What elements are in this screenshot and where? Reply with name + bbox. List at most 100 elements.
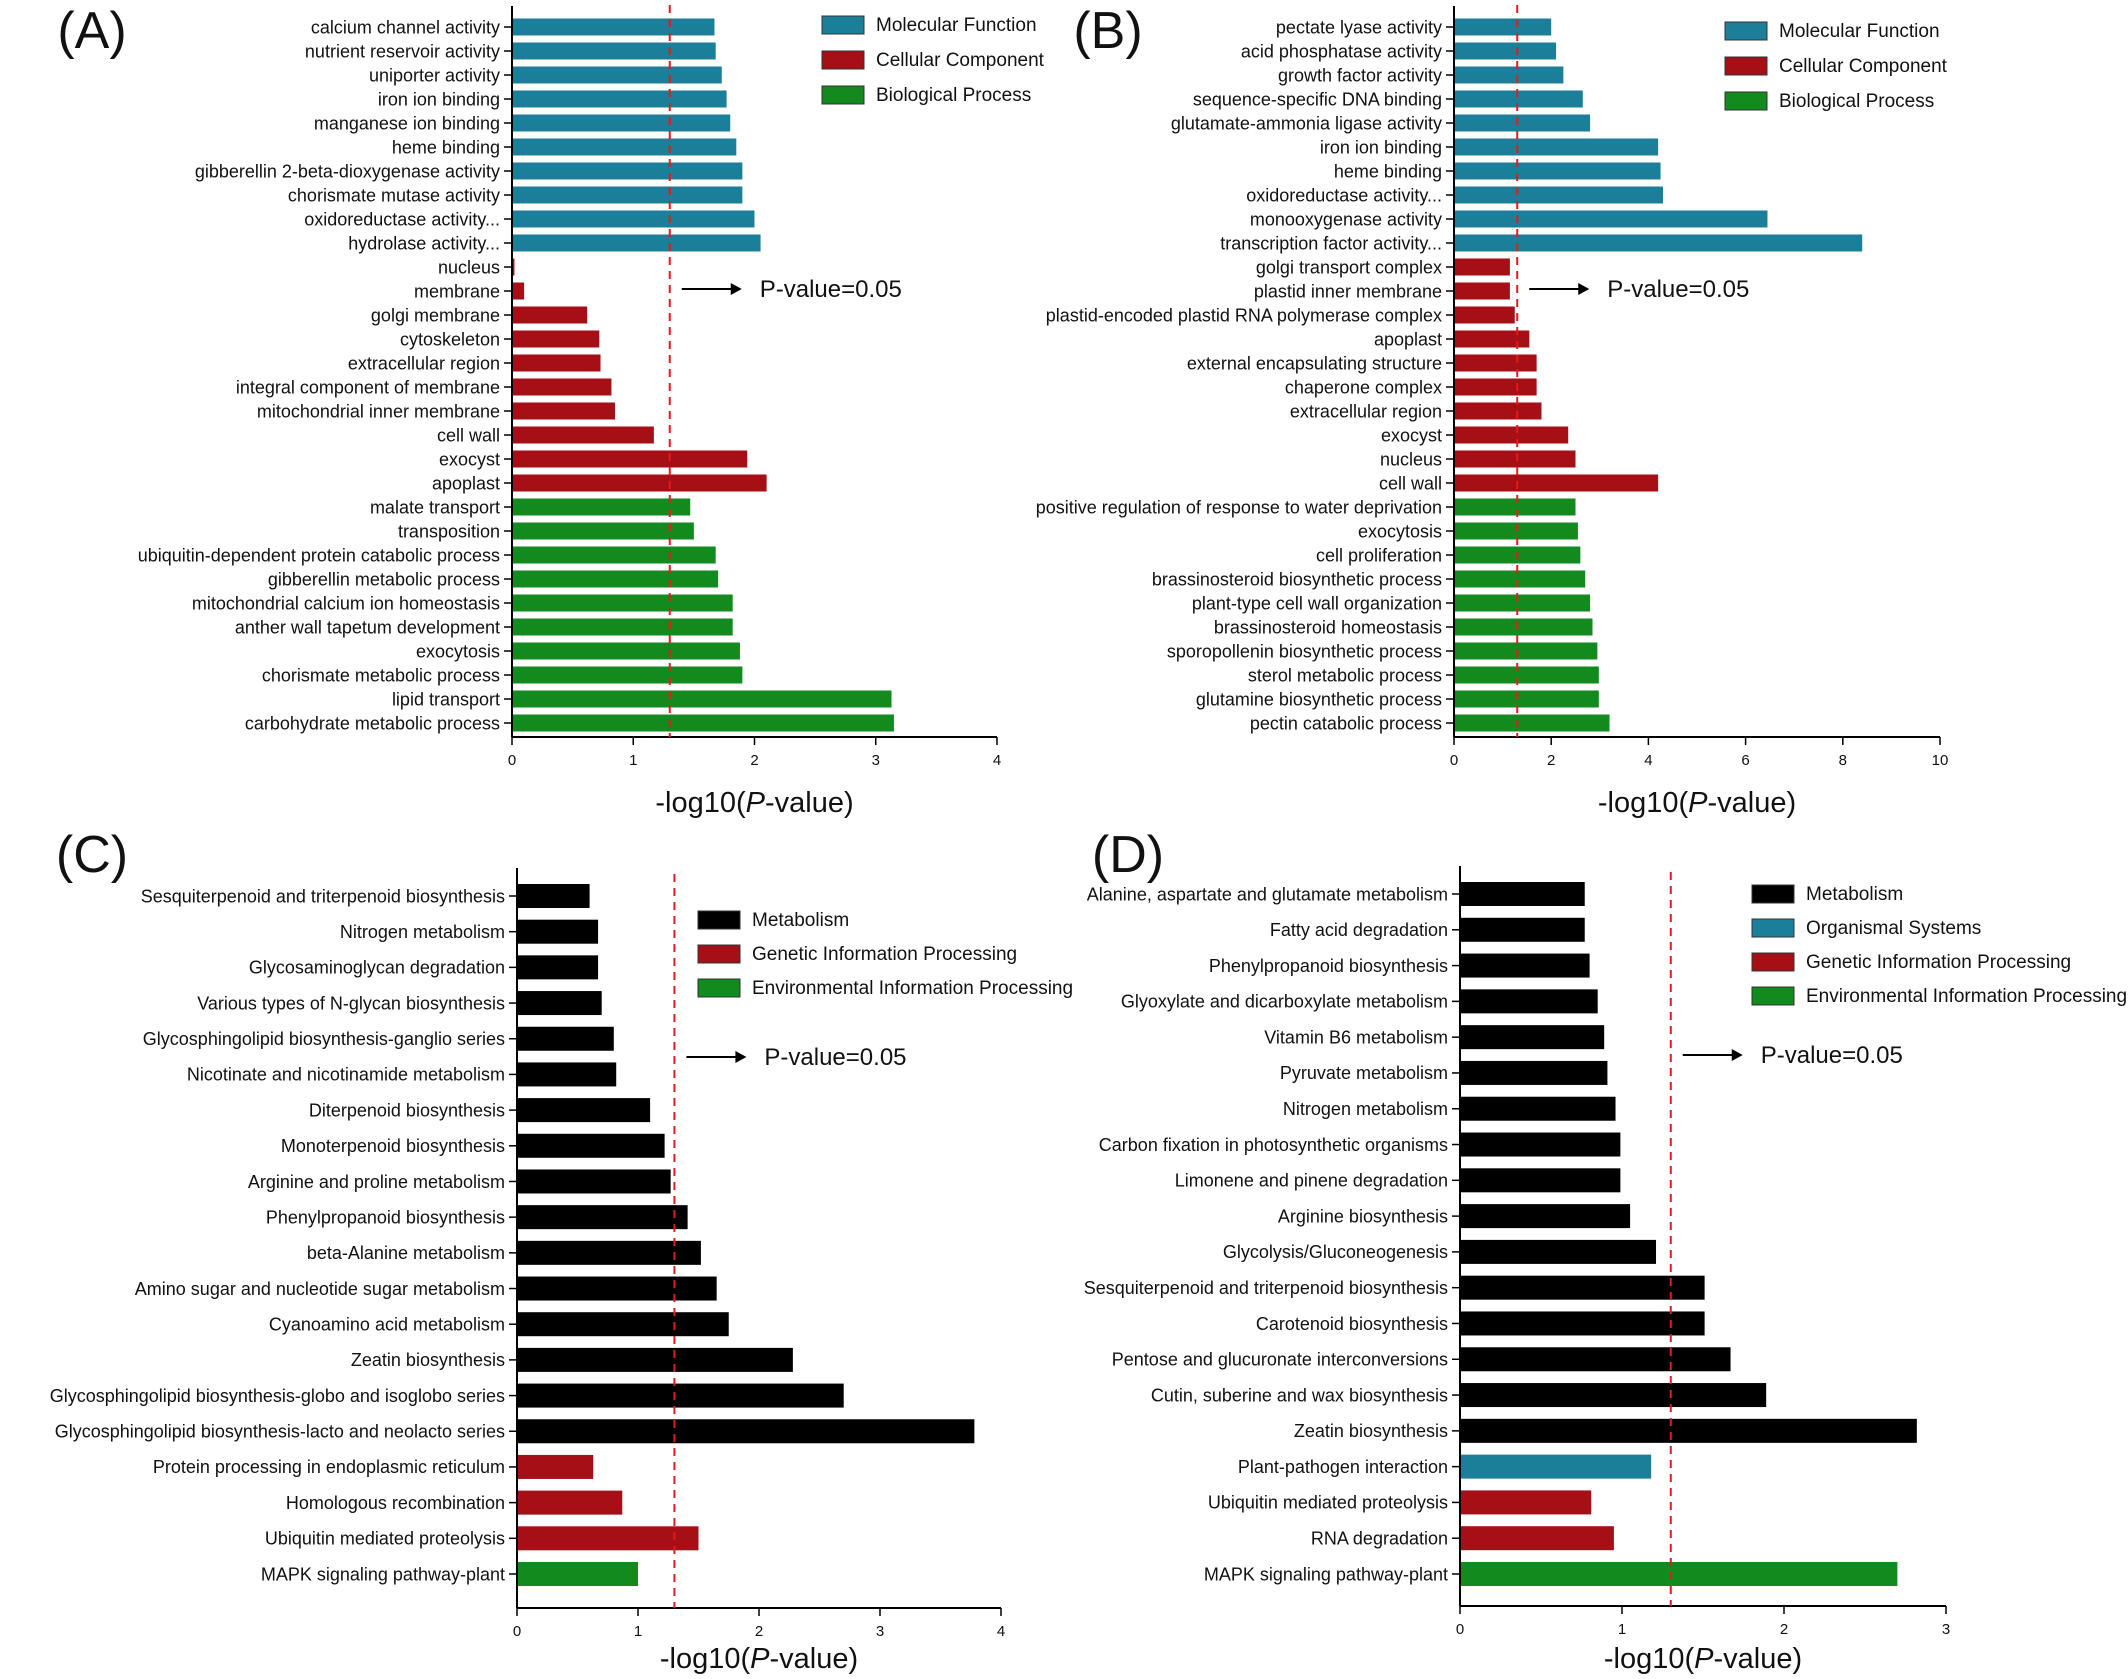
- x-axis-title-b: -log10(P-value): [1598, 787, 1796, 819]
- legend-label-c-1: Genetic Information Processing: [752, 944, 1017, 965]
- category-label-a-16: mitochondrial inner membrane: [257, 401, 500, 421]
- legend-swatch-a-2: [821, 85, 865, 105]
- bar-b-14: [1454, 354, 1537, 372]
- bar-d-1: [1460, 917, 1585, 942]
- category-label-d-11: Sesquiterpenoid and triterpenoid biosynt…: [1084, 1278, 1448, 1298]
- bar-d-5: [1460, 1060, 1608, 1085]
- category-label-b-3: sequence-specific DNA binding: [1193, 89, 1442, 109]
- category-label-a-29: carbohydrate metabolic process: [245, 713, 500, 733]
- x-axis-title-part-d-2: -value): [1713, 1643, 1802, 1675]
- category-label-d-1: Fatty acid degradation: [1270, 920, 1448, 940]
- bar-b-26: [1454, 642, 1598, 660]
- x-axis-title-d: -log10(P-value): [1604, 1643, 1802, 1675]
- panel-c: (C) Sesquiterpenoid and triterpenoid bios…: [50, 826, 1073, 1675]
- bar-d-4: [1460, 1025, 1605, 1050]
- category-label-b-11: plastid inner membrane: [1254, 281, 1442, 301]
- category-label-b-27: sterol metabolic process: [1248, 665, 1442, 685]
- bar-b-12: [1454, 306, 1515, 324]
- bar-a-2: [512, 66, 722, 84]
- bar-a-7: [512, 186, 743, 204]
- bar-c-6: [517, 1098, 651, 1123]
- bar-d-18: [1460, 1526, 1614, 1551]
- legend-swatch-d-2: [1751, 952, 1795, 972]
- category-label-b-23: brassinosteroid biosynthetic process: [1152, 569, 1442, 589]
- bar-a-27: [512, 666, 743, 684]
- category-label-a-7: chorismate mutase activity: [288, 185, 500, 205]
- bar-c-7: [517, 1133, 665, 1158]
- category-label-d-6: Nitrogen metabolism: [1283, 1099, 1448, 1119]
- bar-c-2: [517, 955, 599, 980]
- category-label-c-18: Ubiquitin mediated proteolysis: [265, 1529, 505, 1549]
- category-label-c-2: Glycosaminoglycan degradation: [249, 958, 505, 978]
- category-label-a-14: extracellular region: [348, 353, 500, 373]
- category-label-a-22: ubiquitin-dependent protein catabolic pr…: [138, 545, 500, 565]
- category-label-c-9: Phenylpropanoid biosynthesis: [266, 1207, 505, 1227]
- bar-a-1: [512, 42, 716, 60]
- category-label-d-17: Ubiquitin mediated proteolysis: [1208, 1493, 1448, 1513]
- category-label-c-14: Glycosphingolipid biosynthesis-globo and…: [50, 1386, 505, 1406]
- category-label-b-6: heme binding: [1334, 161, 1442, 181]
- panel-letter-c: (C): [56, 826, 128, 884]
- x-tick-label-d-1: 1: [1618, 1621, 1626, 1638]
- category-label-b-26: sporopollenin biosynthetic process: [1167, 641, 1442, 661]
- x-tick-label-d-2: 2: [1780, 1621, 1788, 1638]
- bar-a-28: [512, 690, 892, 708]
- bar-c-17: [517, 1490, 623, 1515]
- bar-c-16: [517, 1454, 594, 1479]
- category-label-b-12: plastid-encoded plastid RNA polymerase c…: [1046, 305, 1442, 325]
- category-label-d-4: Vitamin B6 metabolism: [1264, 1027, 1448, 1047]
- bar-c-14: [517, 1383, 844, 1408]
- category-label-a-19: apoplast: [432, 473, 500, 493]
- legend-label-b-1: Cellular Component: [1779, 56, 1948, 77]
- bar-a-24: [512, 594, 733, 612]
- bar-c-3: [517, 991, 602, 1016]
- bar-b-5: [1454, 138, 1659, 156]
- bar-d-17: [1460, 1490, 1592, 1515]
- legend-swatch-a-0: [821, 15, 865, 35]
- category-label-a-17: cell wall: [437, 425, 500, 445]
- category-label-c-1: Nitrogen metabolism: [340, 922, 505, 942]
- x-axis-title-c: -log10(P-value): [660, 1643, 858, 1675]
- category-label-b-19: cell wall: [1379, 473, 1442, 493]
- category-label-c-11: Amino sugar and nucleotide sugar metabol…: [135, 1279, 505, 1299]
- category-label-c-7: Monoterpenoid biosynthesis: [281, 1136, 505, 1156]
- category-label-a-10: nucleus: [438, 257, 500, 277]
- category-label-b-1: acid phosphatase activity: [1241, 41, 1442, 61]
- legend-swatch-c-0: [697, 910, 741, 930]
- category-label-a-13: cytoskeleton: [400, 329, 500, 349]
- x-tick-label-a-1: 1: [629, 752, 637, 769]
- bar-b-10: [1454, 258, 1510, 276]
- bar-d-13: [1460, 1347, 1731, 1372]
- category-label-d-12: Carotenoid biosynthesis: [1256, 1314, 1448, 1334]
- bar-b-0: [1454, 18, 1552, 36]
- legend-swatch-a-1: [821, 50, 865, 70]
- panel-a: (A) calcium channel activity nutrient rese…: [57, 2, 1044, 819]
- bar-d-11: [1460, 1275, 1705, 1300]
- bar-a-13: [512, 330, 600, 348]
- x-axis-title-part-c-1: P: [750, 1643, 770, 1675]
- category-label-d-7: Carbon fixation in photosynthetic organi…: [1099, 1135, 1448, 1155]
- category-label-a-20: malate transport: [370, 497, 500, 517]
- bar-d-0: [1460, 882, 1585, 906]
- bar-a-4: [512, 114, 731, 132]
- category-label-b-8: monooxygenase activity: [1250, 209, 1442, 229]
- category-label-a-28: lipid transport: [392, 689, 500, 709]
- bar-b-13: [1454, 330, 1530, 348]
- x-axis-title-a: -log10(P-value): [655, 787, 853, 819]
- category-label-a-4: manganese ion binding: [314, 113, 500, 133]
- x-axis-title-part-b-2: -value): [1707, 787, 1796, 819]
- category-label-a-15: integral component of membrane: [236, 377, 500, 397]
- bar-d-19: [1460, 1562, 1898, 1586]
- category-label-b-25: brassinosteroid homeostasis: [1214, 617, 1442, 637]
- bar-b-18: [1454, 450, 1576, 468]
- bar-b-27: [1454, 666, 1599, 684]
- category-label-a-26: exocytosis: [416, 641, 500, 661]
- bar-d-9: [1460, 1204, 1631, 1229]
- bar-a-19: [512, 474, 767, 492]
- category-label-a-3: iron ion binding: [378, 89, 500, 109]
- legend-label-a-1: Cellular Component: [876, 50, 1045, 71]
- legend-label-d-0: Metabolism: [1806, 884, 1903, 905]
- bar-a-0: [512, 18, 715, 36]
- category-label-b-2: growth factor activity: [1278, 65, 1442, 85]
